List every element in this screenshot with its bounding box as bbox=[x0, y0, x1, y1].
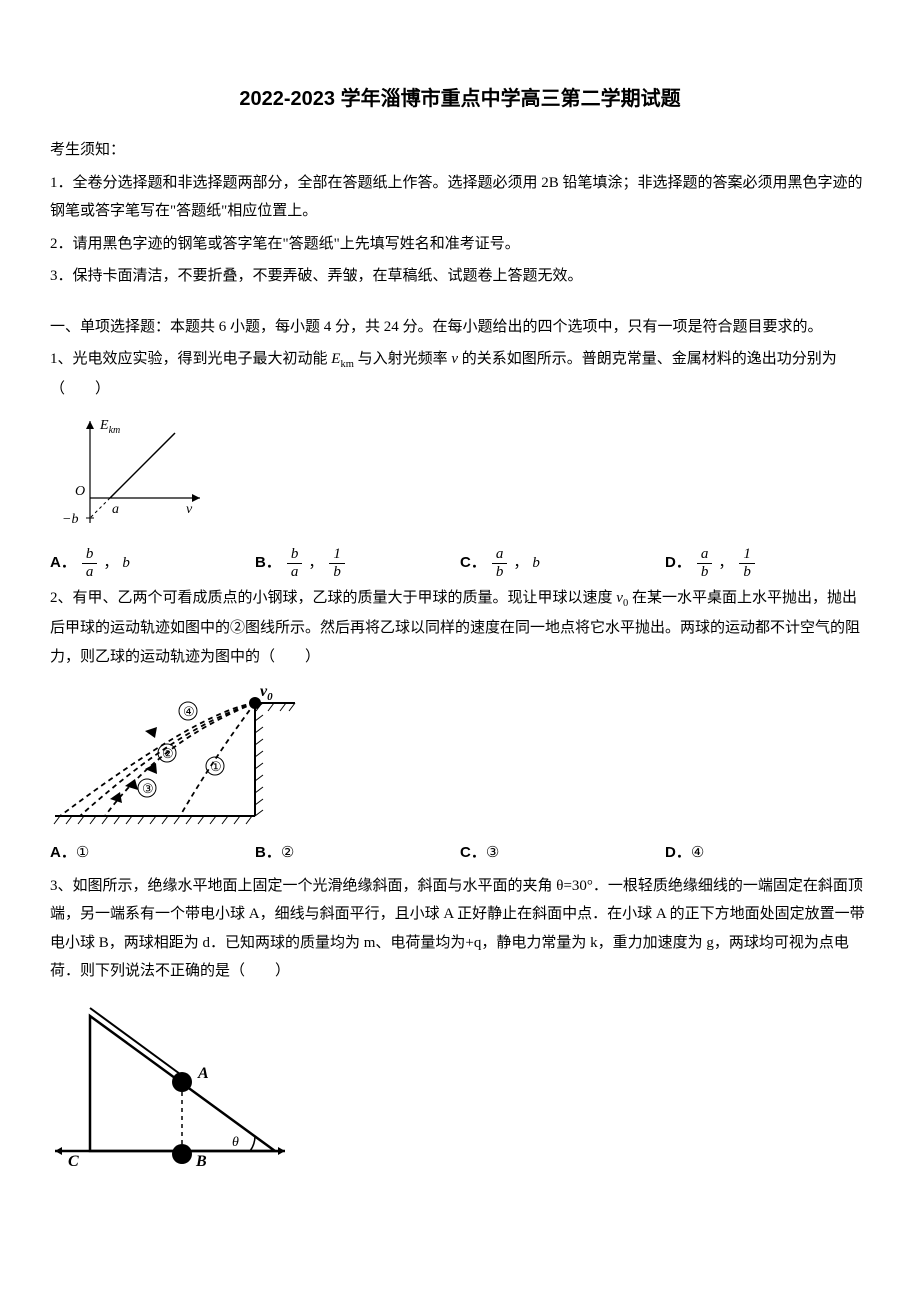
q1-opt-a: A． ba ， b bbox=[50, 546, 255, 580]
q2-v0: v0 bbox=[616, 590, 628, 606]
q1-part-a: 1、光电效应实验，得到光电子最大初动能 bbox=[50, 351, 331, 367]
q1-graph-svg: Ekm v O a −b bbox=[50, 413, 210, 538]
notice-header: 考生须知： bbox=[50, 136, 870, 165]
q2-graph-svg: ① ② ③ ④ v0 bbox=[50, 681, 305, 831]
svg-text:③: ③ bbox=[142, 781, 154, 796]
q1-ekm: Ekm bbox=[331, 351, 354, 367]
section-intro: 一、单项选择题：本题共 6 小题，每小题 4 分，共 24 分。在每小题给出的四… bbox=[50, 313, 870, 342]
svg-text:①: ① bbox=[210, 759, 222, 774]
notice-1: 1．全卷分选择题和非选择题两部分，全部在答题纸上作答。选择题必须用 2B 铅笔填… bbox=[50, 169, 870, 226]
q1-figure: Ekm v O a −b bbox=[50, 413, 870, 538]
q2-part-a: 2、有甲、乙两个可看成质点的小钢球，乙球的质量大于甲球的质量。现让甲球以速度 bbox=[50, 590, 616, 606]
svg-text:−b: −b bbox=[62, 512, 78, 527]
svg-text:②: ② bbox=[162, 746, 174, 761]
q1-options: A． ba ， b B． ba ， 1b C． ab ， b D． ab ， 1… bbox=[50, 546, 870, 580]
svg-text:O: O bbox=[75, 484, 85, 499]
q1-opt-d: D． ab ， 1b bbox=[665, 546, 870, 580]
exam-title: 2022-2023 学年淄博市重点中学高三第二学期试题 bbox=[50, 80, 870, 118]
q2-text: 2、有甲、乙两个可看成质点的小钢球，乙球的质量大于甲球的质量。现让甲球以速度 v… bbox=[50, 584, 870, 671]
svg-text:v: v bbox=[186, 502, 193, 517]
notice-3: 3．保持卡面清洁，不要折叠，不要弄破、弄皱，在草稿纸、试题卷上答题无效。 bbox=[50, 262, 870, 291]
notice-2: 2．请用黑色字迹的钢笔或答字笔在"答题纸"上先填写姓名和准考证号。 bbox=[50, 230, 870, 259]
svg-text:④: ④ bbox=[183, 704, 195, 719]
q2-opt-a: A．① bbox=[50, 839, 255, 868]
q3-text: 3、如图所示，绝缘水平地面上固定一个光滑绝缘斜面，斜面与水平面的夹角 θ=30°… bbox=[50, 872, 870, 986]
svg-text:C: C bbox=[68, 1153, 79, 1170]
q3-graph-svg: A B C θ bbox=[50, 996, 290, 1171]
q2-opt-b: B．② bbox=[255, 839, 460, 868]
svg-text:a: a bbox=[112, 502, 119, 517]
q2-opt-c: C．③ bbox=[460, 839, 665, 868]
svg-text:Ekm: Ekm bbox=[99, 418, 120, 436]
svg-text:B: B bbox=[195, 1153, 207, 1170]
q2-figure: ① ② ③ ④ v0 bbox=[50, 681, 870, 831]
q1-opt-c: C． ab ， b bbox=[460, 546, 665, 580]
svg-text:v0: v0 bbox=[260, 683, 273, 703]
q1-opt-b: B． ba ， 1b bbox=[255, 546, 460, 580]
q2-opt-d: D．④ bbox=[665, 839, 870, 868]
q1-text: 1、光电效应实验，得到光电子最大初动能 Ekm 与入射光频率 v 的关系如图所示… bbox=[50, 345, 870, 403]
svg-text:A: A bbox=[197, 1065, 209, 1082]
q3-figure: A B C θ bbox=[50, 996, 870, 1171]
q1-part-b: 与入射光频率 bbox=[354, 351, 452, 367]
q2-options: A．① B．② C．③ D．④ bbox=[50, 839, 870, 868]
svg-text:θ: θ bbox=[232, 1135, 239, 1150]
